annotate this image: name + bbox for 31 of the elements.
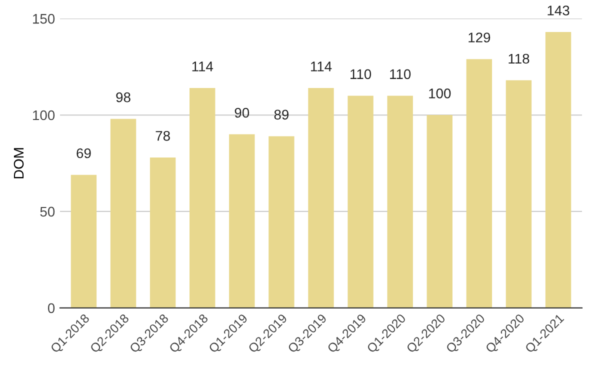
bar <box>545 32 572 308</box>
data-label: 89 <box>274 110 289 120</box>
data-label: 143 <box>548 6 570 16</box>
bar <box>190 88 216 308</box>
bar <box>506 80 532 308</box>
y-axis-title: DOM <box>14 148 24 178</box>
y-tick-label: 100 <box>33 110 55 120</box>
data-label: 90 <box>234 108 250 118</box>
data-label: 114 <box>310 62 332 72</box>
data-label: 69 <box>76 148 91 158</box>
y-tick-label: 150 <box>33 14 55 24</box>
bar <box>70 174 97 308</box>
bar <box>426 115 452 308</box>
y-tick-label: 0 <box>48 303 55 314</box>
data-label: 78 <box>156 130 170 141</box>
data-label: 118 <box>508 54 530 64</box>
data-label: 100 <box>429 88 451 98</box>
bar <box>229 134 255 308</box>
bar <box>466 59 492 308</box>
bar <box>348 96 374 308</box>
bar <box>110 118 136 308</box>
bar <box>308 88 334 308</box>
data-label: 129 <box>468 32 490 42</box>
data-label: 110 <box>390 69 411 80</box>
bar <box>268 136 294 308</box>
data-label: 114 <box>192 62 214 72</box>
bar <box>387 96 413 308</box>
data-label: 98 <box>116 92 130 102</box>
bar <box>150 157 176 308</box>
y-tick-label: 50 <box>40 206 55 217</box>
data-label: 110 <box>350 69 372 80</box>
